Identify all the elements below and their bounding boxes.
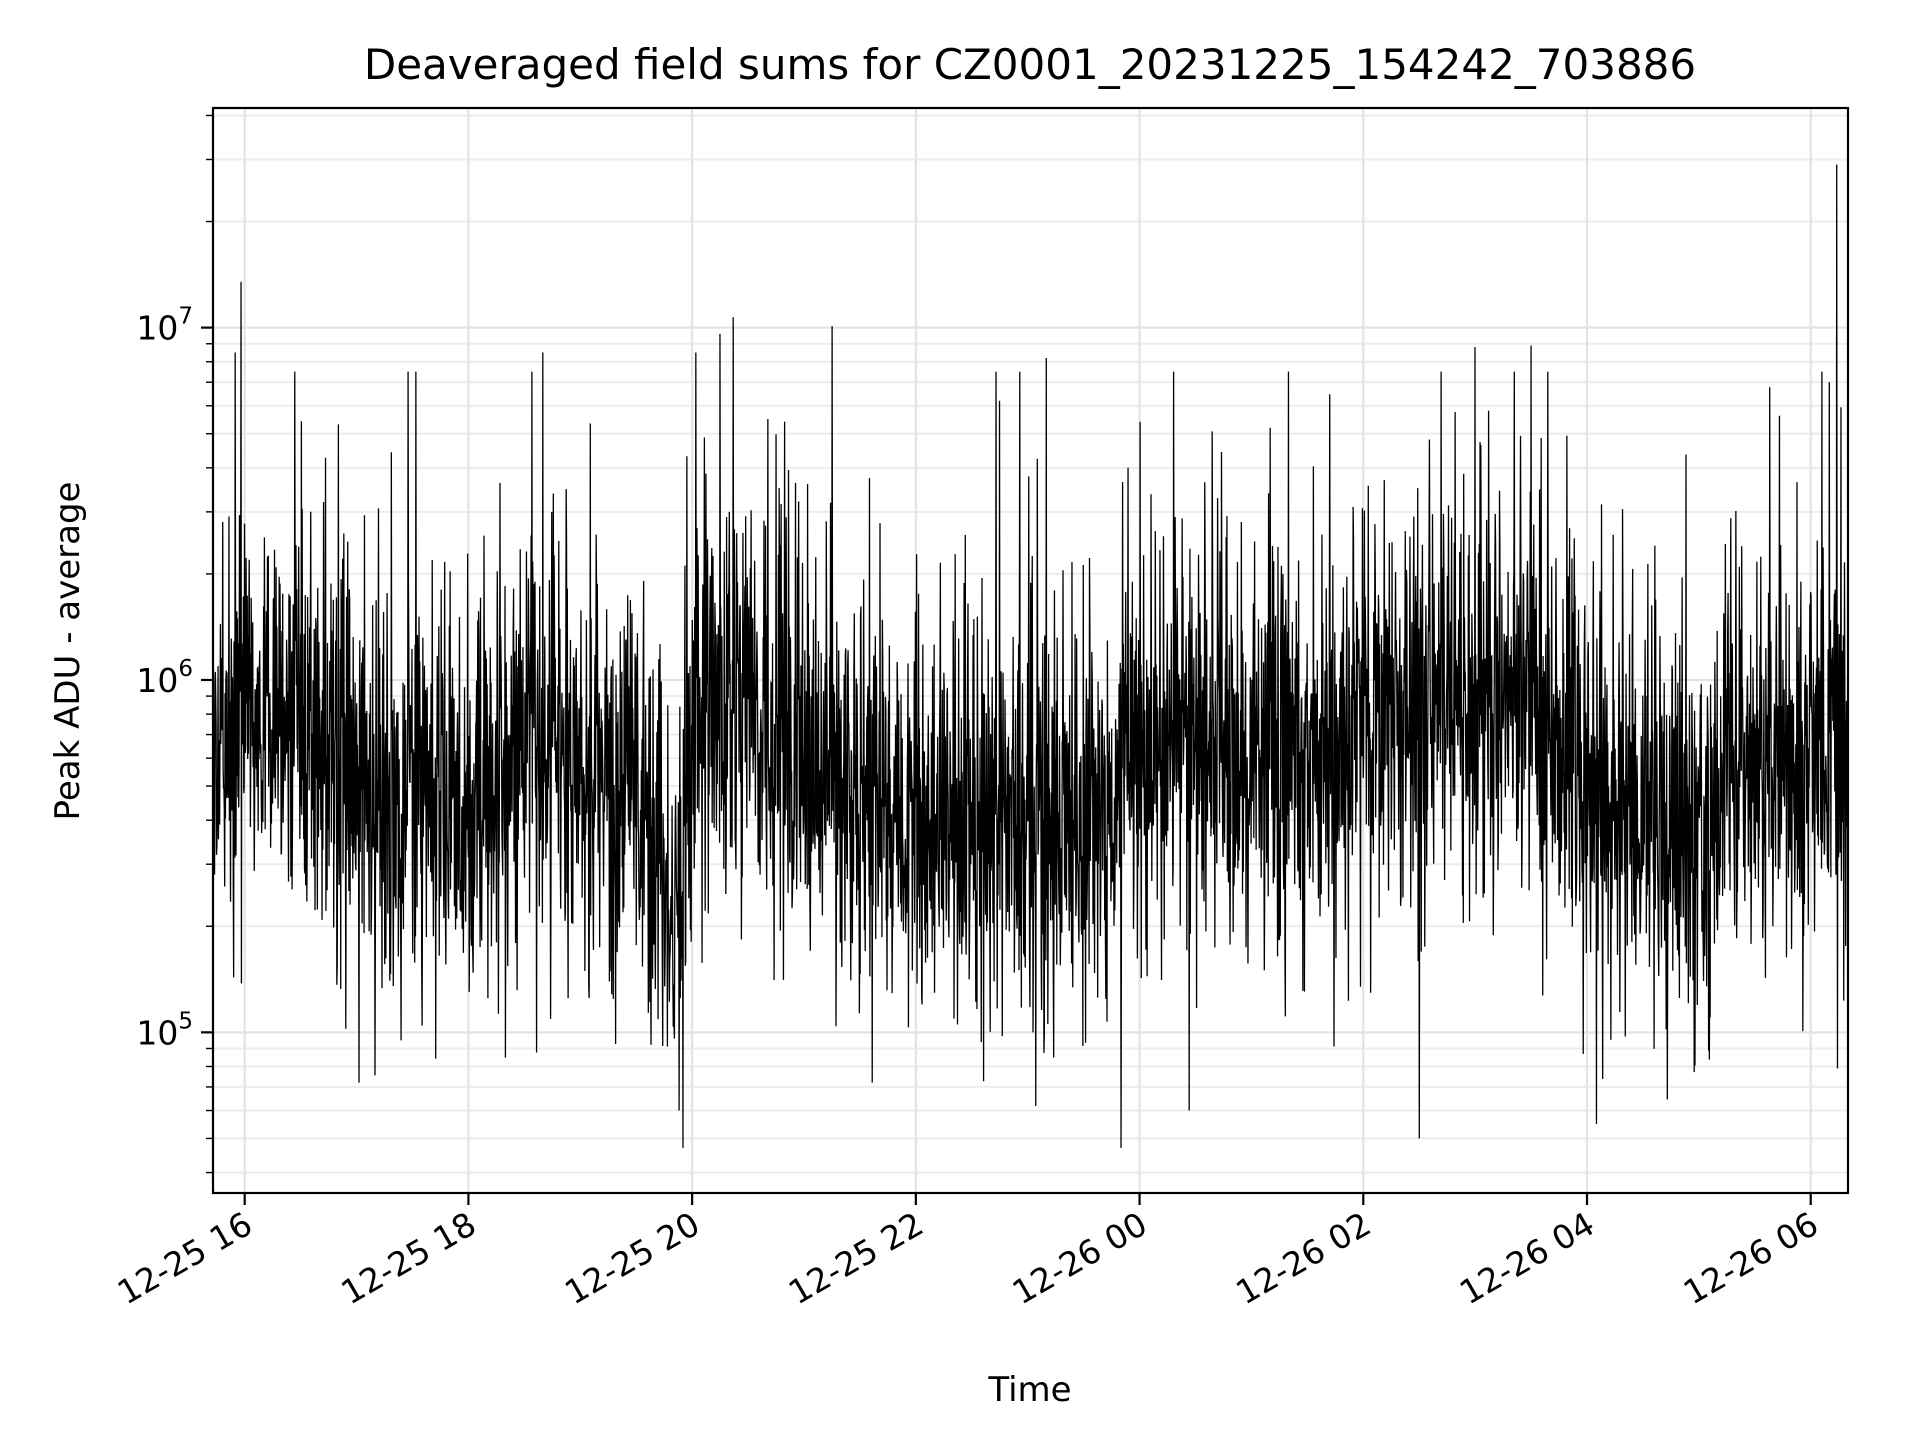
x-tick-label: 12-26 00 — [1006, 1204, 1154, 1312]
x-tick-label: 12-26 06 — [1677, 1204, 1825, 1312]
x-tick-label: 12-25 22 — [782, 1204, 930, 1312]
plot-frame — [211, 106, 1850, 1195]
y-tick-label: 107 — [136, 304, 193, 348]
y-tick-label: 106 — [136, 656, 193, 700]
chart-title: Deaveraged field sums for CZ0001_2023122… — [364, 40, 1696, 89]
series-line — [212, 164, 1849, 1148]
x-tick-label: 12-26 04 — [1453, 1204, 1601, 1312]
y-axis-label: Peak ADU - average — [48, 482, 88, 821]
x-tick-label: 12-26 02 — [1229, 1204, 1377, 1312]
x-tick-label: 12-25 18 — [334, 1204, 482, 1312]
x-axis-label: Time — [987, 1370, 1071, 1410]
x-tick-label: 12-25 16 — [111, 1204, 259, 1312]
x-tick-label: 12-25 20 — [558, 1204, 706, 1312]
y-tick-label: 105 — [136, 1008, 193, 1052]
